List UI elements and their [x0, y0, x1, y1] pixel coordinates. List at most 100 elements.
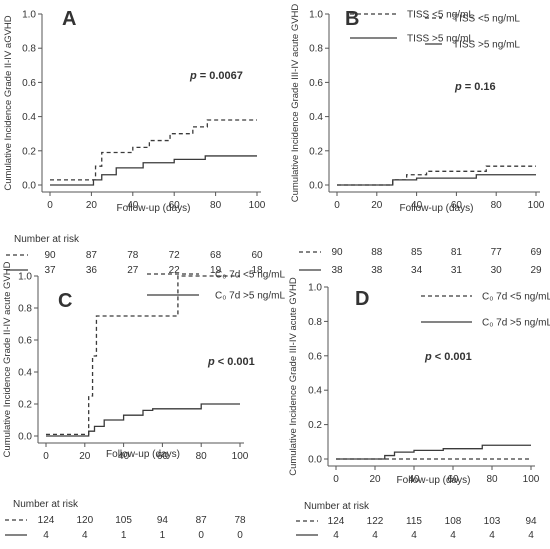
x-tick-label: 0 — [47, 200, 53, 211]
p-symbol: p — [207, 356, 218, 368]
x-tick-label: 20 — [86, 200, 98, 211]
risk-cell: 90 — [331, 247, 343, 258]
risk-cell: 94 — [157, 515, 169, 526]
y-tick-label: 0.2 — [308, 420, 322, 431]
risk-table-title: Number at risk — [14, 234, 80, 245]
risk-cell: 81 — [451, 247, 463, 258]
risk-cell: 1 — [160, 530, 166, 541]
x-tick-label: 20 — [371, 200, 383, 211]
legend-label: TISS >5 ng/mL — [453, 40, 520, 51]
x-tick-label: 0 — [334, 200, 340, 211]
risk-cell: 115 — [406, 516, 422, 527]
risk-cell: 78 — [234, 515, 246, 526]
y-tick-label: 0.8 — [22, 44, 36, 55]
y-axis-label: Cumulative Incidence Grade III-IV acute … — [288, 277, 299, 476]
x-tick-label: 20 — [369, 474, 381, 485]
risk-cell: 4 — [333, 530, 339, 541]
x-tick-label: 100 — [232, 451, 249, 462]
y-tick-label: 1.0 — [308, 283, 322, 294]
x-tick-label: 80 — [196, 451, 208, 462]
y-tick-label: 0.0 — [22, 181, 36, 192]
risk-cell: 34 — [411, 265, 423, 276]
y-tick-label: 0.8 — [308, 317, 322, 328]
y-tick-label: 0.6 — [22, 78, 36, 89]
risk-cell: 68 — [210, 250, 222, 261]
risk-cell: 22 — [169, 265, 181, 276]
risk-cell: 87 — [86, 250, 98, 261]
legend-label: TISS >5 ng/mL — [407, 34, 474, 45]
panel-label: B — [345, 8, 359, 30]
y-axis-label: Cumulative Incidence Grade III-IV acute … — [290, 4, 301, 203]
p-symbol: p — [189, 70, 200, 82]
panel-b: 0.0 0.2 0.4 0.6 0.8 1.0 0 20 40 60 80 100 Follow-up … — [290, 4, 545, 276]
legend-label: TISS <5 ng/mL — [407, 10, 474, 21]
risk-cell: 103 — [484, 516, 501, 527]
risk-cell: 1 — [121, 530, 127, 541]
x-axis-label: Follow-up (days) — [397, 475, 471, 486]
series-line-high — [336, 444, 531, 460]
x-tick-label: 0 — [333, 474, 339, 485]
x-tick-label: 60 — [451, 200, 463, 211]
y-tick-label: 0.2 — [309, 146, 323, 157]
y-tick-label: 0.0 — [18, 432, 32, 443]
y-tick-label: 0.4 — [308, 386, 322, 397]
x-tick-label: 40 — [411, 200, 423, 211]
risk-cell: 4 — [489, 530, 495, 541]
risk-cell: 31 — [451, 265, 463, 276]
y-tick-label: 0.4 — [22, 112, 36, 123]
y-axis-label: Cumulative Incidence Grade II-IV acute G… — [2, 261, 13, 457]
risk-cell: 38 — [331, 265, 343, 276]
risk-cell: 108 — [445, 516, 462, 527]
series-line-high — [50, 155, 257, 186]
legend-label: C₀ 7d <5 ng/mL — [482, 292, 550, 303]
risk-cell: 78 — [127, 250, 139, 261]
p-value-text: = 0.16 — [465, 81, 496, 93]
risk-cell: 87 — [196, 515, 208, 526]
risk-table-title: Number at risk — [13, 499, 79, 510]
y-tick-label: 0.6 — [309, 78, 323, 89]
series-line-low — [50, 119, 257, 181]
risk-cell: 29 — [530, 265, 542, 276]
y-tick-label: 0.0 — [309, 181, 323, 192]
risk-cell: 37 — [44, 265, 56, 276]
y-tick-label: 0.6 — [18, 336, 32, 347]
panel-d: 0.0 0.2 0.4 0.6 0.8 1.0 0 20 40 60 80 100 Follow-up … — [288, 277, 550, 541]
risk-cell: 60 — [251, 250, 263, 261]
y-tick-label: 0.2 — [22, 146, 36, 157]
risk-cell: 94 — [525, 516, 537, 527]
y-tick-label: 0.8 — [18, 304, 32, 315]
x-tick-label: 40 — [118, 451, 130, 462]
risk-cell: 122 — [367, 516, 384, 527]
p-value: p = 0.0067 — [189, 70, 243, 82]
risk-cell: 27 — [127, 265, 139, 276]
x-tick-label: 20 — [79, 451, 91, 462]
y-tick-label: 1.0 — [22, 10, 36, 21]
risk-cell: 38 — [371, 265, 383, 276]
p-value-text: = 0.0067 — [200, 70, 243, 82]
legend-label: TISS <5 ng/mL — [453, 14, 520, 25]
risk-cell: 69 — [530, 247, 542, 258]
p-symbol: p — [454, 81, 465, 93]
p-value-text: < 0.001 — [435, 351, 472, 363]
x-tick-label: 40 — [408, 474, 420, 485]
risk-cell: 85 — [411, 247, 423, 258]
x-axis-label: Follow-up (days) — [117, 203, 191, 214]
x-tick-label: 80 — [491, 200, 503, 211]
x-tick-label: 60 — [447, 474, 459, 485]
x-tick-label: 80 — [486, 474, 498, 485]
x-axis-label: Follow-up (days) — [400, 203, 474, 214]
risk-table-title: Number at risk — [304, 501, 370, 512]
risk-cell: 124 — [38, 515, 55, 526]
series-line-low — [337, 165, 536, 186]
p-value: p = 0.16 — [454, 81, 496, 93]
y-tick-label: 0.8 — [309, 44, 323, 55]
series-line-high — [337, 174, 536, 186]
y-tick-label: 0.0 — [308, 455, 322, 466]
risk-cell: 105 — [115, 515, 132, 526]
y-tick-label: 1.0 — [18, 272, 32, 283]
risk-cell: 4 — [450, 530, 456, 541]
risk-cell: 4 — [372, 530, 378, 541]
y-tick-label: 1.0 — [309, 10, 323, 21]
x-tick-label: 100 — [249, 200, 266, 211]
